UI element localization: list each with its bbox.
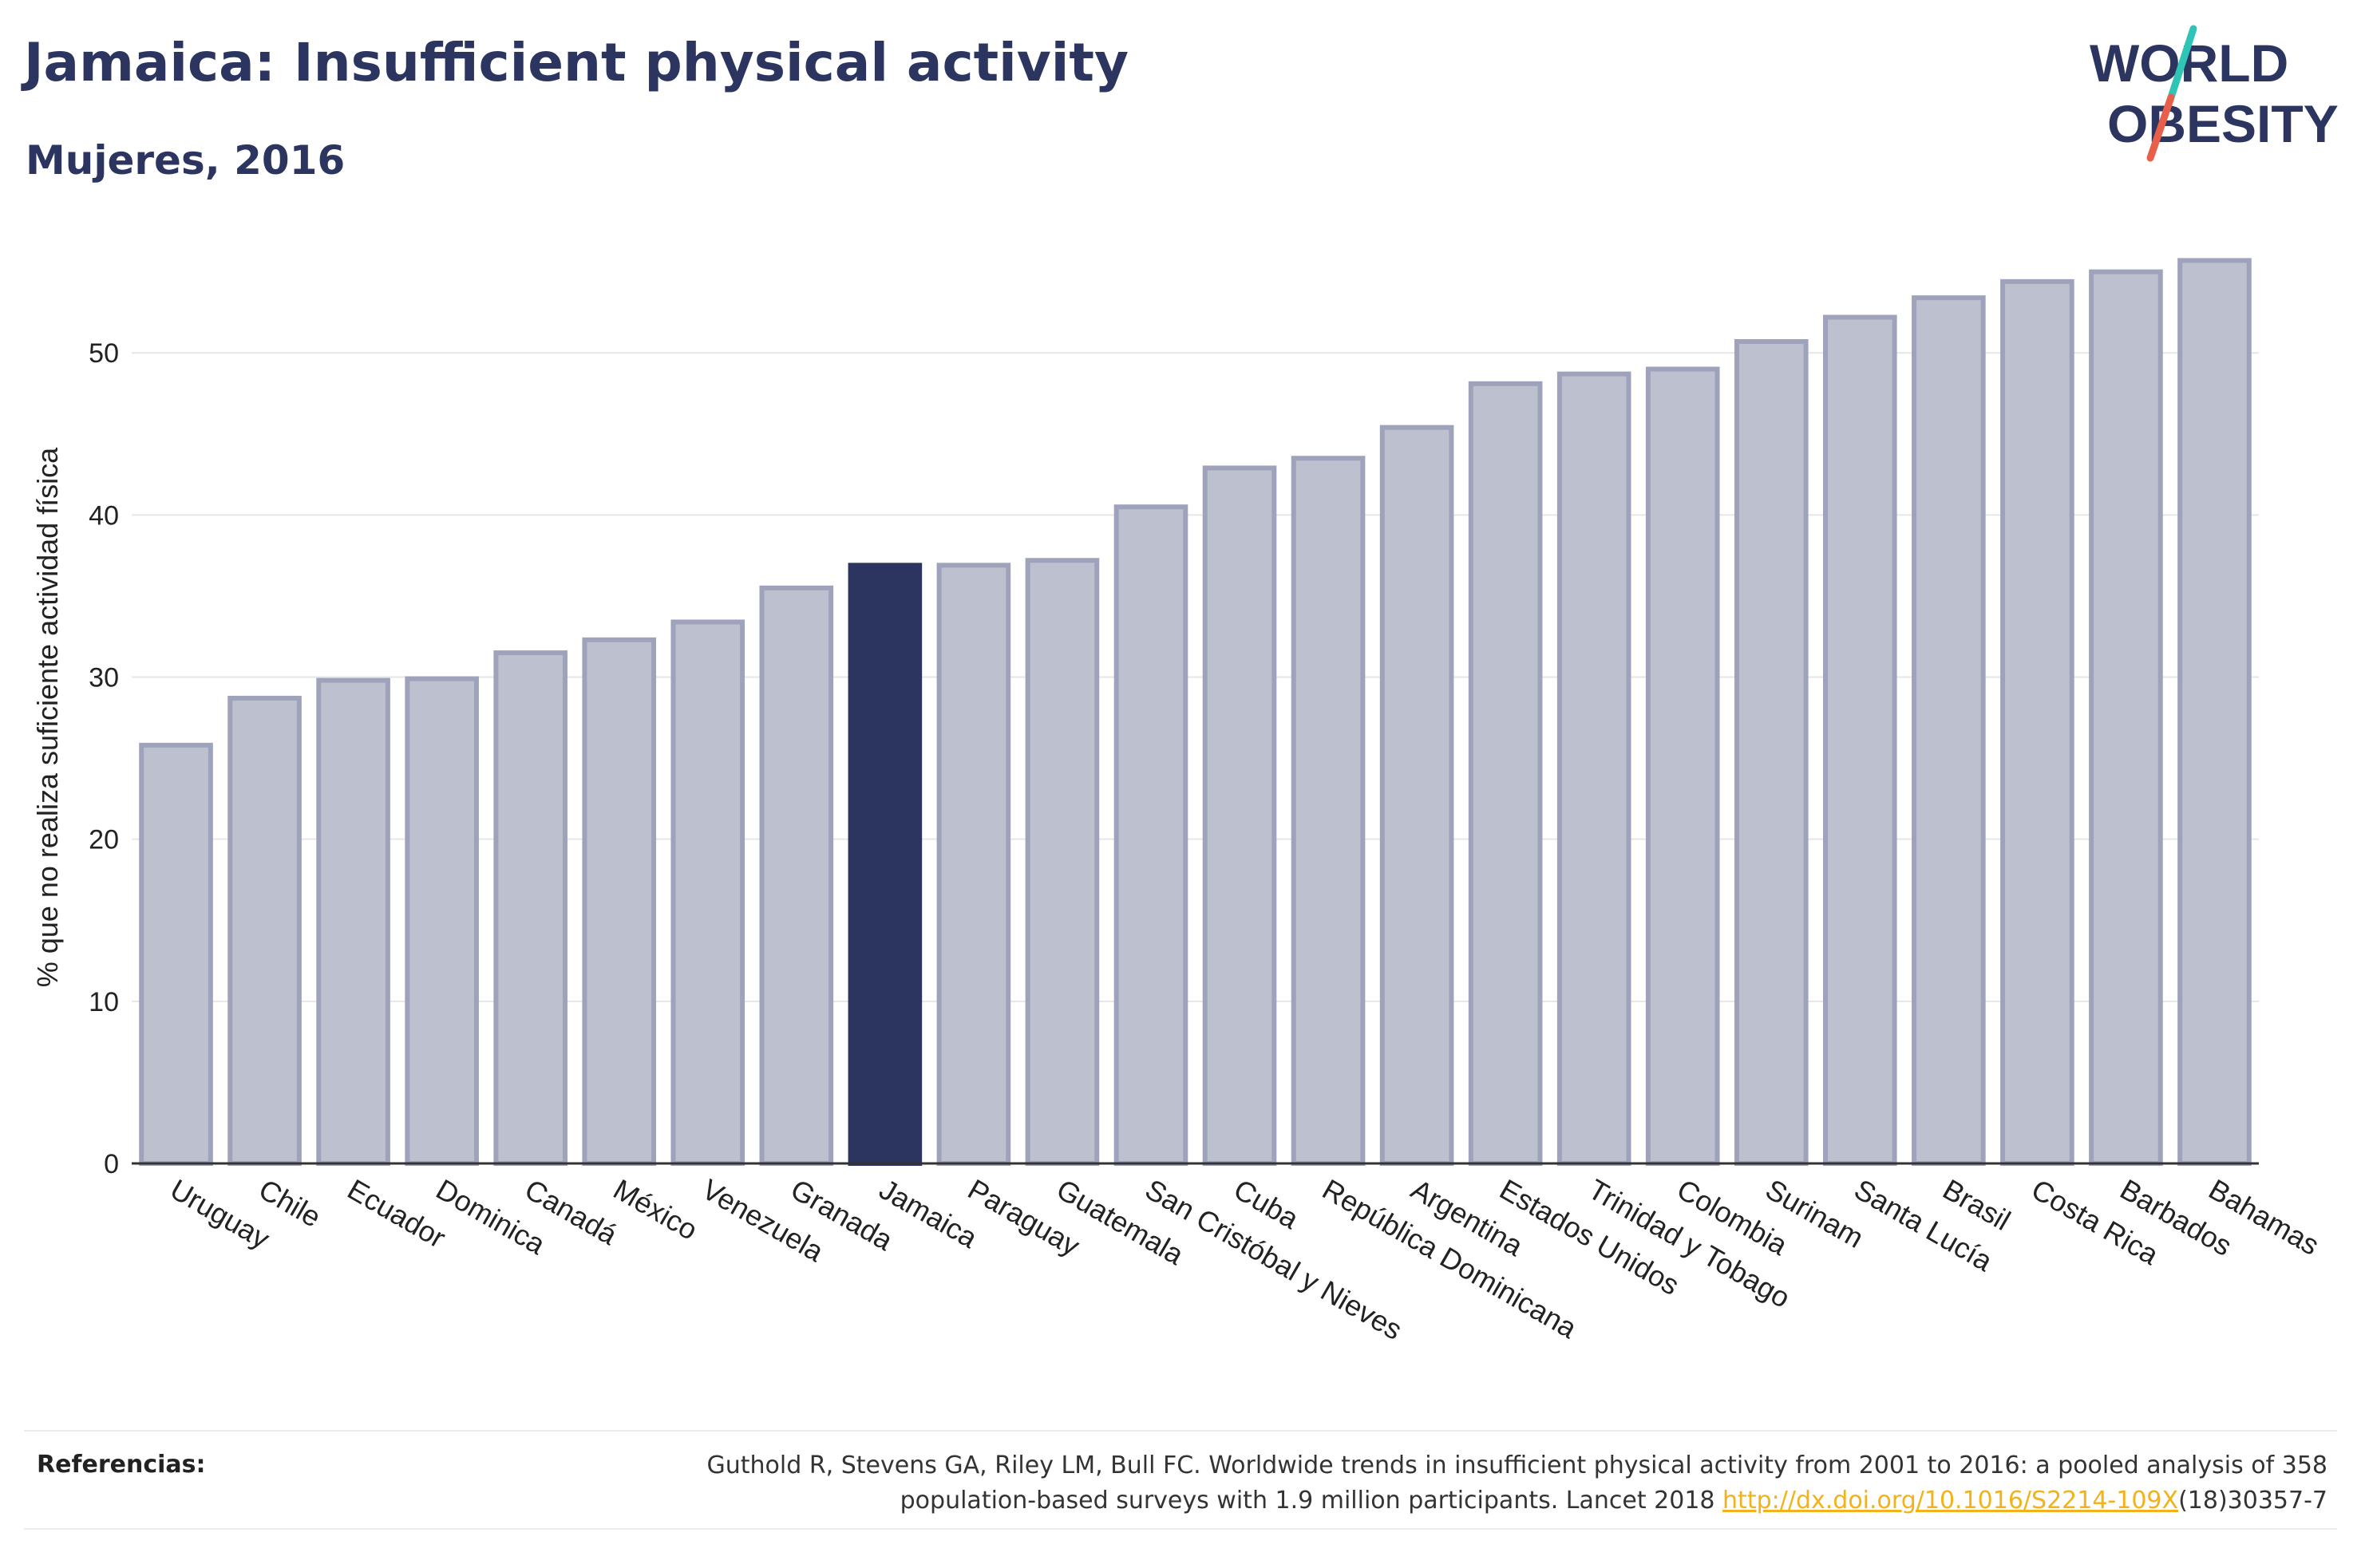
x-tick-label: Ecuador: [342, 1172, 452, 1254]
bar-ecuador: [316, 677, 390, 1166]
bar-costa-rica: [2000, 278, 2074, 1166]
logo-slash-top: [2167, 25, 2197, 101]
y-axis-label: % que no realiza suficiente actividad fí…: [31, 447, 64, 987]
grid-lines: [132, 352, 2259, 1002]
reference-doi-link[interactable]: http://dx.doi.org/10.1016/S2214-109X: [1722, 1487, 2179, 1515]
reference-line-2-suffix: (18)30357-7: [2178, 1487, 2327, 1515]
bar-colombia: [1645, 366, 1720, 1166]
y-tick-label: 10: [89, 987, 119, 1017]
bar-bahamas: [2177, 258, 2252, 1166]
bar-venezuela: [670, 619, 745, 1166]
bar-granada: [759, 585, 834, 1166]
bars: [139, 258, 2252, 1167]
logo-slash-bottom: [2146, 93, 2175, 162]
bar-república-dominicana: [1291, 456, 1366, 1166]
y-tick-label: 50: [89, 338, 119, 369]
bar-estados-unidos: [1468, 381, 1543, 1166]
bar-méxico: [582, 637, 657, 1166]
bar-canadá: [493, 650, 568, 1166]
reference-line-2: population-based surveys with 1.9 millio…: [492, 1483, 2327, 1519]
bar-chile: [227, 695, 302, 1166]
references-top-divider: [24, 1430, 2337, 1432]
x-tick-label: Uruguay: [165, 1172, 275, 1255]
bar-uruguay: [139, 742, 213, 1166]
bar-argentina: [1379, 425, 1454, 1166]
bar-barbados: [2089, 269, 2163, 1166]
bar-brasil: [1912, 295, 1986, 1166]
reference-line-2-prefix: population-based surveys with 1.9 millio…: [900, 1487, 1723, 1515]
logo-line2: OBESITY: [2107, 94, 2339, 153]
y-tick-label: 0: [104, 1149, 119, 1179]
y-tick-label: 30: [89, 663, 119, 693]
references-label: Referencias:: [37, 1451, 206, 1479]
x-tick-label: México: [608, 1172, 703, 1246]
bar-jamaica: [848, 563, 923, 1166]
bar-san-cristóbal-y-nieves: [1113, 504, 1188, 1166]
world-obesity-logo: WORLD OBESITY: [2090, 25, 2339, 162]
y-tick-label: 40: [89, 500, 119, 531]
chart-title: Jamaica: Insufficient physical activity: [24, 32, 1129, 93]
chart-subtitle: Mujeres, 2016: [26, 137, 346, 184]
bar-paraguay: [936, 563, 1011, 1166]
references-text: Guthold R, Stevens GA, Riley LM, Bull FC…: [492, 1448, 2327, 1519]
bar-santa-lucía: [1823, 314, 1897, 1167]
bar-surinam: [1734, 338, 1809, 1166]
reference-line-1: Guthold R, Stevens GA, Riley LM, Bull FC…: [706, 1451, 2327, 1479]
y-tick-label: 20: [89, 825, 119, 855]
references-bottom-divider: [24, 1528, 2337, 1530]
bar-dominica: [405, 676, 479, 1166]
bar-cuba: [1202, 465, 1277, 1166]
bar-trinidad-y-tobago: [1556, 371, 1631, 1167]
bar-guatemala: [1025, 558, 1100, 1166]
